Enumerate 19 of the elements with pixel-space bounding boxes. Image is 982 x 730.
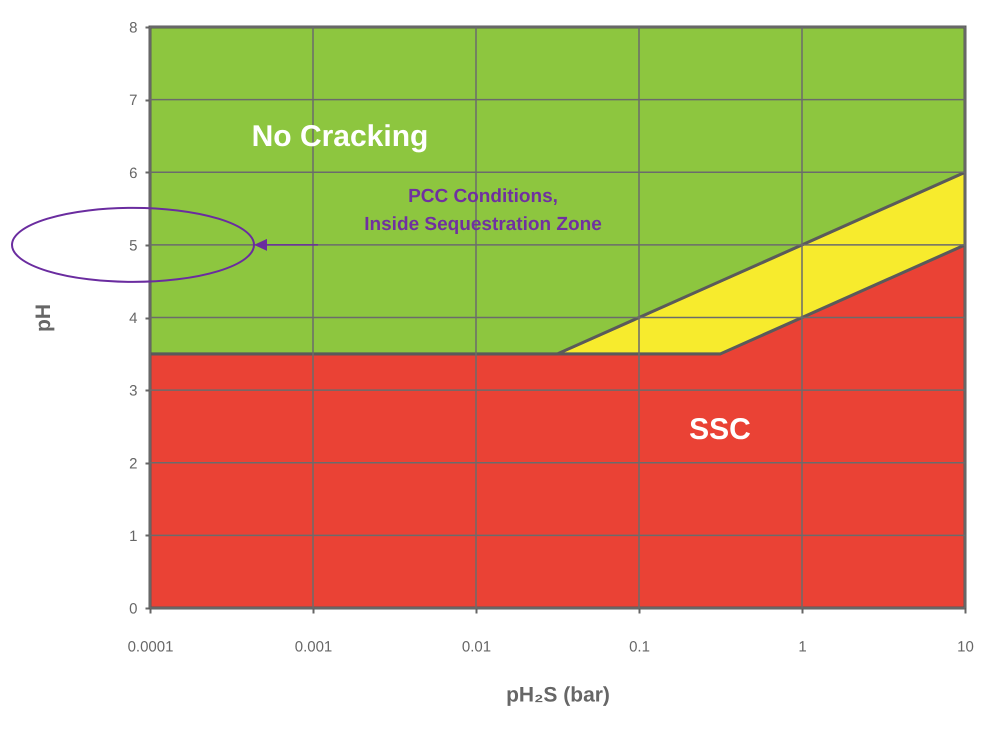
x-tick-label: 0.0001 bbox=[128, 638, 174, 656]
annotation: No Cracking bbox=[252, 120, 428, 153]
y-tick-label: 1 bbox=[129, 528, 138, 545]
y-tick-label: 3 bbox=[129, 382, 138, 400]
x-axis-title: pH₂S (bar) bbox=[506, 684, 610, 706]
y-tick-label: 4 bbox=[129, 310, 138, 327]
y-axis-title: pH bbox=[32, 304, 56, 332]
y-tick-label: 2 bbox=[129, 455, 138, 472]
x-tick-label: 0.001 bbox=[294, 638, 332, 656]
x-tick-label: 1 bbox=[798, 638, 807, 656]
y-tick-label: 0 bbox=[129, 600, 138, 618]
annotation: SSC bbox=[689, 413, 751, 446]
y-tick-label: 6 bbox=[129, 164, 138, 182]
y-tick-label: 7 bbox=[129, 92, 138, 110]
x-tick-label: 0.1 bbox=[629, 638, 650, 656]
y-tick-label: 5 bbox=[129, 237, 138, 254]
x-tick-label: 10 bbox=[957, 638, 974, 656]
y-tick-label: 8 bbox=[129, 20, 138, 36]
x-tick-label: 0.01 bbox=[462, 638, 492, 656]
